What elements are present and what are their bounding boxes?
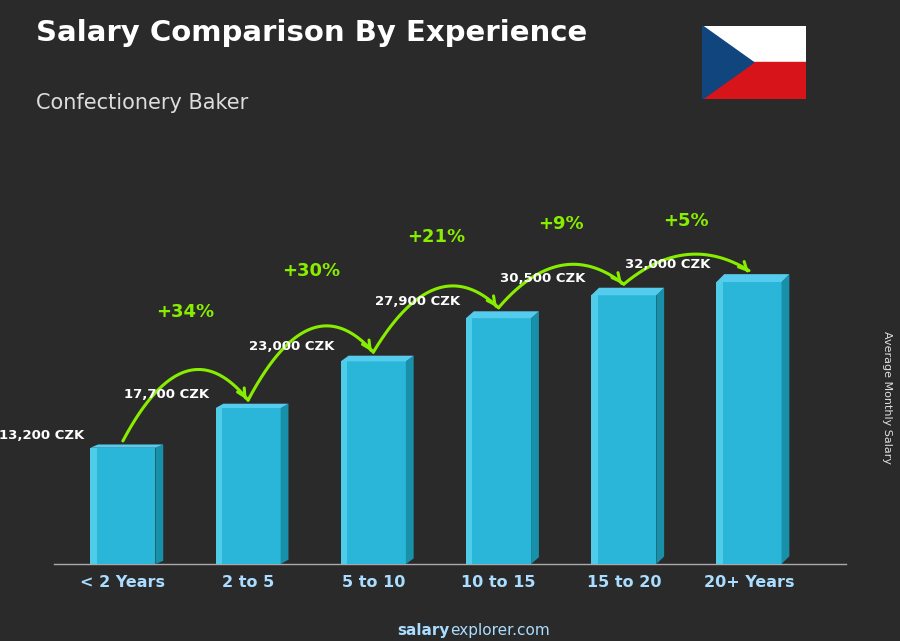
Text: +34%: +34% — [157, 303, 214, 321]
Polygon shape — [531, 312, 539, 564]
Text: +5%: +5% — [663, 212, 709, 230]
Text: 23,000 CZK: 23,000 CZK — [249, 340, 335, 353]
Bar — [341, 362, 347, 564]
Polygon shape — [591, 288, 664, 296]
Bar — [215, 408, 281, 564]
Text: +30%: +30% — [282, 262, 340, 280]
Bar — [591, 296, 656, 564]
Polygon shape — [215, 404, 289, 408]
Polygon shape — [90, 444, 163, 447]
Polygon shape — [466, 312, 539, 318]
Text: explorer.com: explorer.com — [450, 623, 550, 638]
Bar — [215, 408, 222, 564]
Polygon shape — [781, 274, 789, 564]
Text: 32,000 CZK: 32,000 CZK — [625, 258, 710, 271]
Polygon shape — [716, 274, 789, 282]
Text: 30,500 CZK: 30,500 CZK — [500, 272, 585, 285]
Bar — [466, 318, 472, 564]
Polygon shape — [656, 288, 664, 564]
Bar — [716, 282, 781, 564]
Text: +21%: +21% — [407, 228, 465, 246]
Text: +9%: +9% — [538, 215, 584, 233]
Bar — [702, 62, 806, 99]
Polygon shape — [702, 26, 754, 99]
Bar — [90, 447, 97, 564]
Bar — [702, 26, 806, 62]
Polygon shape — [281, 404, 289, 564]
Text: Confectionery Baker: Confectionery Baker — [36, 93, 248, 113]
Bar — [341, 362, 406, 564]
Text: 27,900 CZK: 27,900 CZK — [374, 296, 460, 308]
Text: Salary Comparison By Experience: Salary Comparison By Experience — [36, 19, 587, 47]
Bar — [90, 447, 156, 564]
Text: Average Monthly Salary: Average Monthly Salary — [881, 331, 892, 464]
Bar — [591, 296, 598, 564]
Bar — [716, 282, 723, 564]
Text: salary: salary — [398, 623, 450, 638]
Polygon shape — [406, 356, 414, 564]
Text: 13,200 CZK: 13,200 CZK — [0, 429, 84, 442]
Polygon shape — [341, 356, 414, 362]
Polygon shape — [156, 444, 163, 564]
Text: 17,700 CZK: 17,700 CZK — [124, 388, 210, 401]
Bar — [466, 318, 531, 564]
